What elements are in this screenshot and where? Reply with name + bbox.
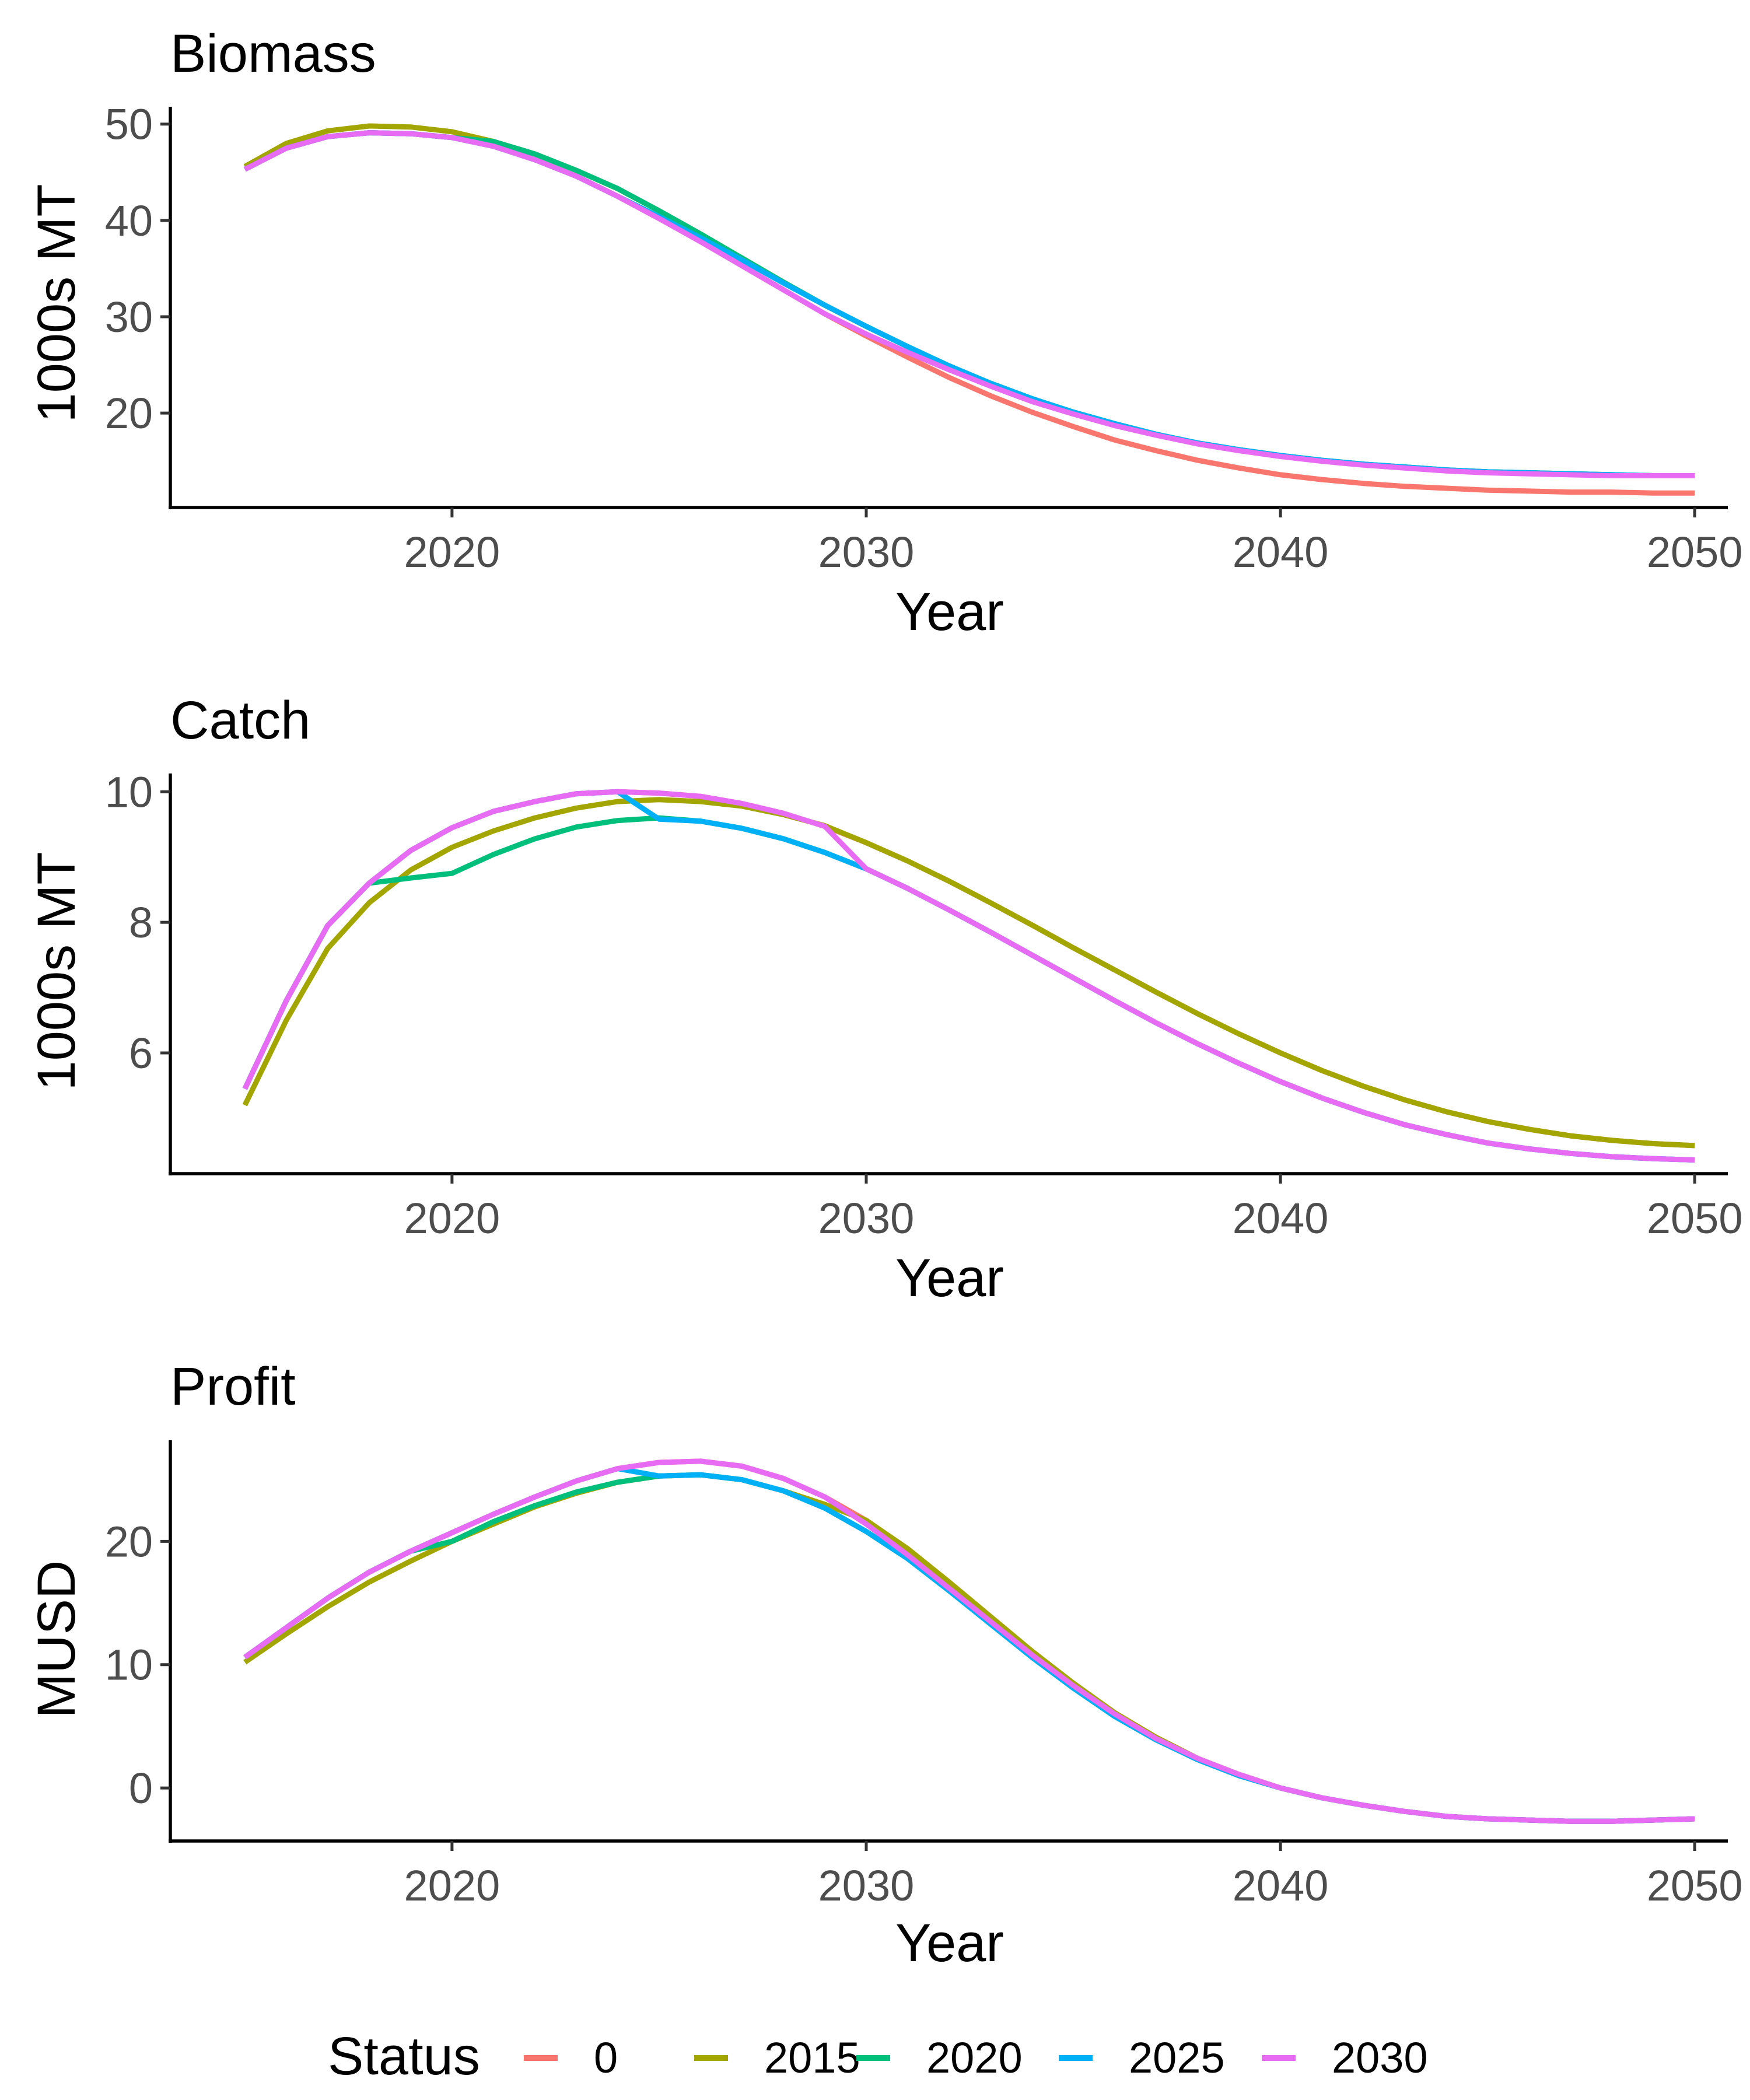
axes: 6 8 10 2020 2030 2040 2050: [105, 768, 1743, 1242]
legend-item-2015: 2015: [694, 2034, 860, 2082]
x-tick-label: 2040: [1233, 1861, 1329, 1910]
series-group: [243, 123, 1695, 496]
legend-item-0: 0: [524, 2034, 618, 2082]
y-tick-label: 20: [105, 389, 153, 438]
series-line-2015: [243, 123, 1695, 478]
legend-items: 0 2015 2020 2025 2030: [524, 2034, 1428, 2082]
x-axis-title: Year: [895, 582, 1004, 642]
legend-label: 2020: [926, 2034, 1023, 2082]
y-tick-label: 40: [105, 197, 153, 245]
x-tick-label: 2040: [1233, 528, 1329, 576]
legend-label: 0: [594, 2034, 618, 2082]
y-tick-label: 20: [105, 1517, 153, 1566]
series-group: [243, 1458, 1695, 1824]
legend-item-2025: 2025: [1059, 2034, 1225, 2082]
legend-item-2020: 2020: [856, 2034, 1023, 2082]
series-group: [242, 789, 1695, 1163]
series-line-2030: [243, 1458, 1695, 1824]
x-tick-label: 2030: [818, 1861, 915, 1910]
y-tick-label: 0: [129, 1764, 153, 1812]
x-tick-label: 2020: [404, 1194, 501, 1242]
y-axis-title: 1000s MT: [27, 852, 86, 1090]
panel-catch: Catch 1000s MT Year 6 8 10 2020 2030 2040 2050: [27, 691, 1743, 1308]
legend-title: Status: [328, 2027, 480, 2086]
legend-label: 2015: [764, 2034, 860, 2082]
x-tick-label: 2040: [1233, 1194, 1329, 1242]
series-line-2020: [243, 130, 1695, 478]
y-axis-title: 1000s MT: [27, 184, 86, 422]
x-tick-label: 2050: [1647, 1194, 1743, 1242]
y-tick-label: 8: [129, 898, 153, 947]
legend-label: 2025: [1129, 2034, 1225, 2082]
panel-title: Biomass: [170, 24, 376, 83]
panel-title: Profit: [170, 1357, 296, 1416]
series-line-0: [243, 130, 1695, 496]
y-tick-label: 6: [129, 1029, 153, 1077]
x-axis-title: Year: [895, 1248, 1004, 1308]
x-tick-label: 2030: [818, 1194, 915, 1242]
series-line-2015: [242, 797, 1695, 1149]
series-line-2025: [243, 1466, 1695, 1824]
series-line-2025: [242, 789, 1695, 1163]
legend: Status 0 2015 2020 2025 2030: [328, 2027, 1428, 2086]
panel-title: Catch: [170, 691, 310, 750]
y-axis-title: MUSD: [27, 1560, 86, 1718]
y-tick-label: 10: [105, 1641, 153, 1689]
x-tick-label: 2050: [1647, 528, 1743, 576]
series-line-0: [243, 1458, 1695, 1824]
x-tick-label: 2020: [404, 528, 501, 576]
y-tick-label: 30: [105, 293, 153, 341]
x-tick-label: 2020: [404, 1861, 501, 1910]
series-line-2025: [243, 130, 1695, 478]
series-line-2030: [242, 789, 1695, 1163]
legend-label: 2030: [1332, 2034, 1428, 2082]
series-line-2030: [243, 130, 1695, 478]
x-axis-title: Year: [895, 1913, 1004, 1973]
legend-item-2030: 2030: [1262, 2034, 1428, 2082]
x-tick-label: 2050: [1647, 1861, 1743, 1910]
y-tick-label: 50: [105, 100, 153, 149]
series-line-2020: [242, 815, 1695, 1163]
y-tick-label: 10: [105, 768, 153, 816]
x-tick-label: 2030: [818, 528, 915, 576]
